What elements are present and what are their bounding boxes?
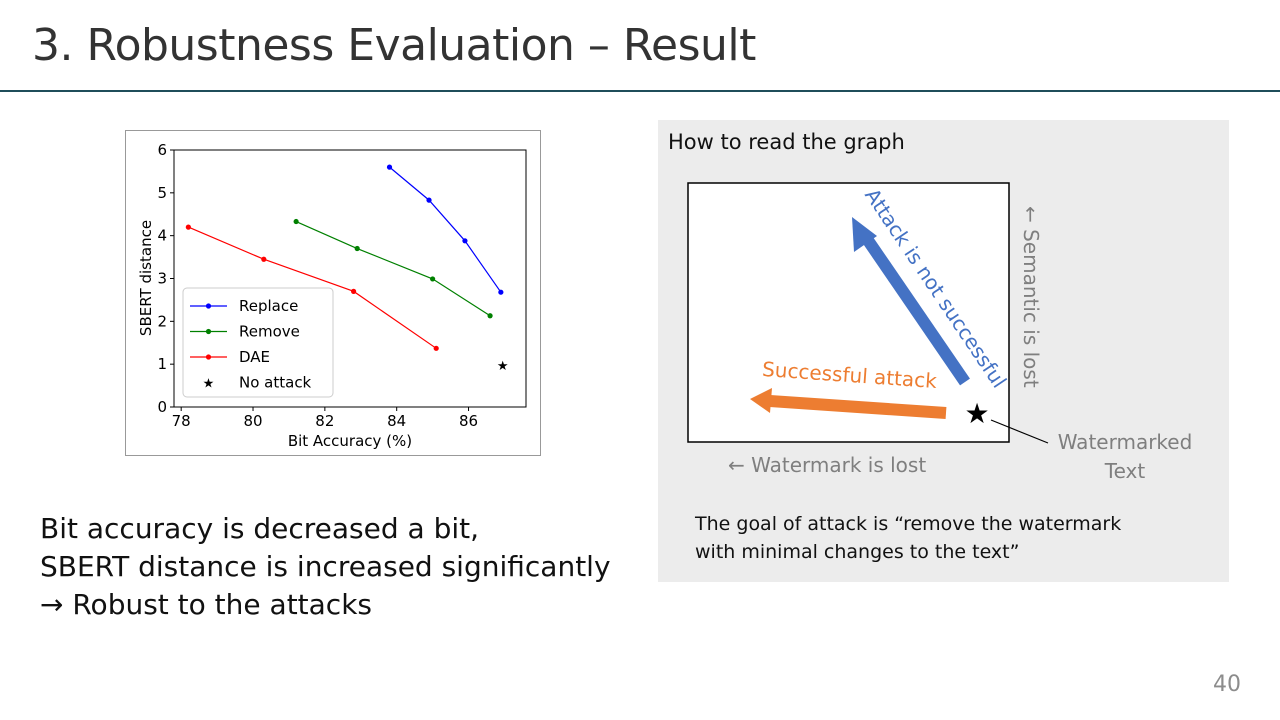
successful-attack-arrow — [769, 395, 947, 419]
series-line-remove — [295, 220, 491, 317]
title-divider — [0, 90, 1280, 92]
legend-marker-replace — [205, 303, 212, 309]
data-point-replace — [498, 289, 504, 295]
legend-label-remove: Remove — [239, 323, 300, 341]
watermark-lost-label: ← Watermark is lost — [728, 453, 926, 477]
not-successful-arrowhead — [852, 217, 877, 252]
x-tick-label: 80 — [243, 412, 262, 430]
x-tick-label: 82 — [315, 412, 334, 430]
reading-guide-panel: Attack is not successful Successful atta… — [658, 120, 1229, 582]
legend-frame — [182, 287, 334, 398]
semantic-lost-label: ← Semantic is lost — [1019, 206, 1043, 388]
successful-attack-arrowhead — [750, 388, 772, 413]
chart-canvas: 78 80 82 84 86 0 1 2 3 4 5 6 ★ Bit Accuracy (%) SB… — [137, 141, 527, 450]
conclusion-line-1: Bit accuracy is decreased a bit, — [40, 512, 480, 545]
x-axis: 78 80 82 84 86 — [172, 407, 478, 430]
data-point-remove — [430, 276, 436, 282]
conclusion-line-3: → Robust to the attacks — [40, 588, 373, 621]
watermarked-label-line-2: Text — [1104, 459, 1146, 483]
data-point-replace — [426, 197, 432, 203]
data-point-remove — [354, 245, 360, 252]
data-point-dae — [261, 256, 267, 262]
conclusion-text: Bit accuracy is decreased a bit, SBERT d… — [40, 510, 611, 624]
y-tick-label: 6 — [157, 141, 167, 159]
y-tick-label: 4 — [157, 227, 167, 245]
x-tick-label: 84 — [387, 412, 406, 430]
no-attack-star-marker: ★ — [497, 359, 509, 374]
y-tick-label: 0 — [157, 398, 167, 416]
legend-marker-remove — [205, 328, 212, 335]
y-tick-label: 2 — [157, 312, 167, 330]
legend-marker-no-attack: ★ — [203, 377, 215, 392]
data-point-dae — [185, 224, 191, 230]
chart-legend: Replace Remove DAE ★ No attack — [182, 287, 334, 398]
legend-label-no-attack: No attack — [239, 374, 312, 392]
y-tick-label: 5 — [157, 184, 167, 202]
watermarked-pointer — [990, 419, 1049, 444]
series-line-replace — [389, 166, 502, 293]
attack-goal-note: The goal of attack is “remove the waterm… — [695, 510, 1121, 566]
data-point-remove — [293, 218, 299, 225]
not-successful-arrow — [860, 232, 970, 386]
y-axis-label: SBERT distance — [137, 220, 155, 336]
conclusion-line-2: SBERT distance is increased significantl… — [40, 550, 611, 583]
data-point-remove — [487, 313, 493, 319]
slide-title: 3. Robustness Evaluation – Result — [32, 20, 756, 71]
x-axis-label: Bit Accuracy (%) — [288, 432, 412, 450]
robustness-chart: 78 80 82 84 86 0 1 2 3 4 5 6 ★ Bit Accuracy (%) SB… — [125, 130, 541, 456]
watermarked-star-icon: ★ — [964, 397, 989, 430]
series-layer: ★ — [185, 164, 509, 374]
guide-diagram: Attack is not successful Successful atta… — [687, 182, 1193, 483]
x-tick-label: 86 — [459, 412, 478, 430]
data-point-dae — [433, 345, 439, 351]
guide-heading: How to read the graph — [668, 130, 905, 154]
data-point-replace — [462, 238, 468, 244]
y-axis: 0 1 2 3 4 5 6 — [157, 141, 174, 416]
series-line-dae — [188, 226, 437, 349]
guide-plot-box — [687, 182, 1010, 443]
x-tick-label: 78 — [172, 412, 191, 430]
attack-goal-line-1: The goal of attack is “remove the waterm… — [695, 513, 1122, 535]
legend-label-replace: Replace — [239, 297, 298, 315]
watermarked-label-line-1: Watermarked — [1058, 430, 1193, 454]
attack-goal-line-2: with minimal changes to the text” — [695, 541, 1020, 563]
data-point-dae — [350, 288, 357, 294]
data-point-replace — [386, 164, 393, 170]
page-number: 40 — [1213, 672, 1241, 697]
y-tick-label: 1 — [157, 355, 167, 373]
legend-marker-dae — [205, 354, 212, 360]
y-tick-label: 3 — [157, 270, 167, 288]
legend-label-dae: DAE — [239, 348, 270, 366]
